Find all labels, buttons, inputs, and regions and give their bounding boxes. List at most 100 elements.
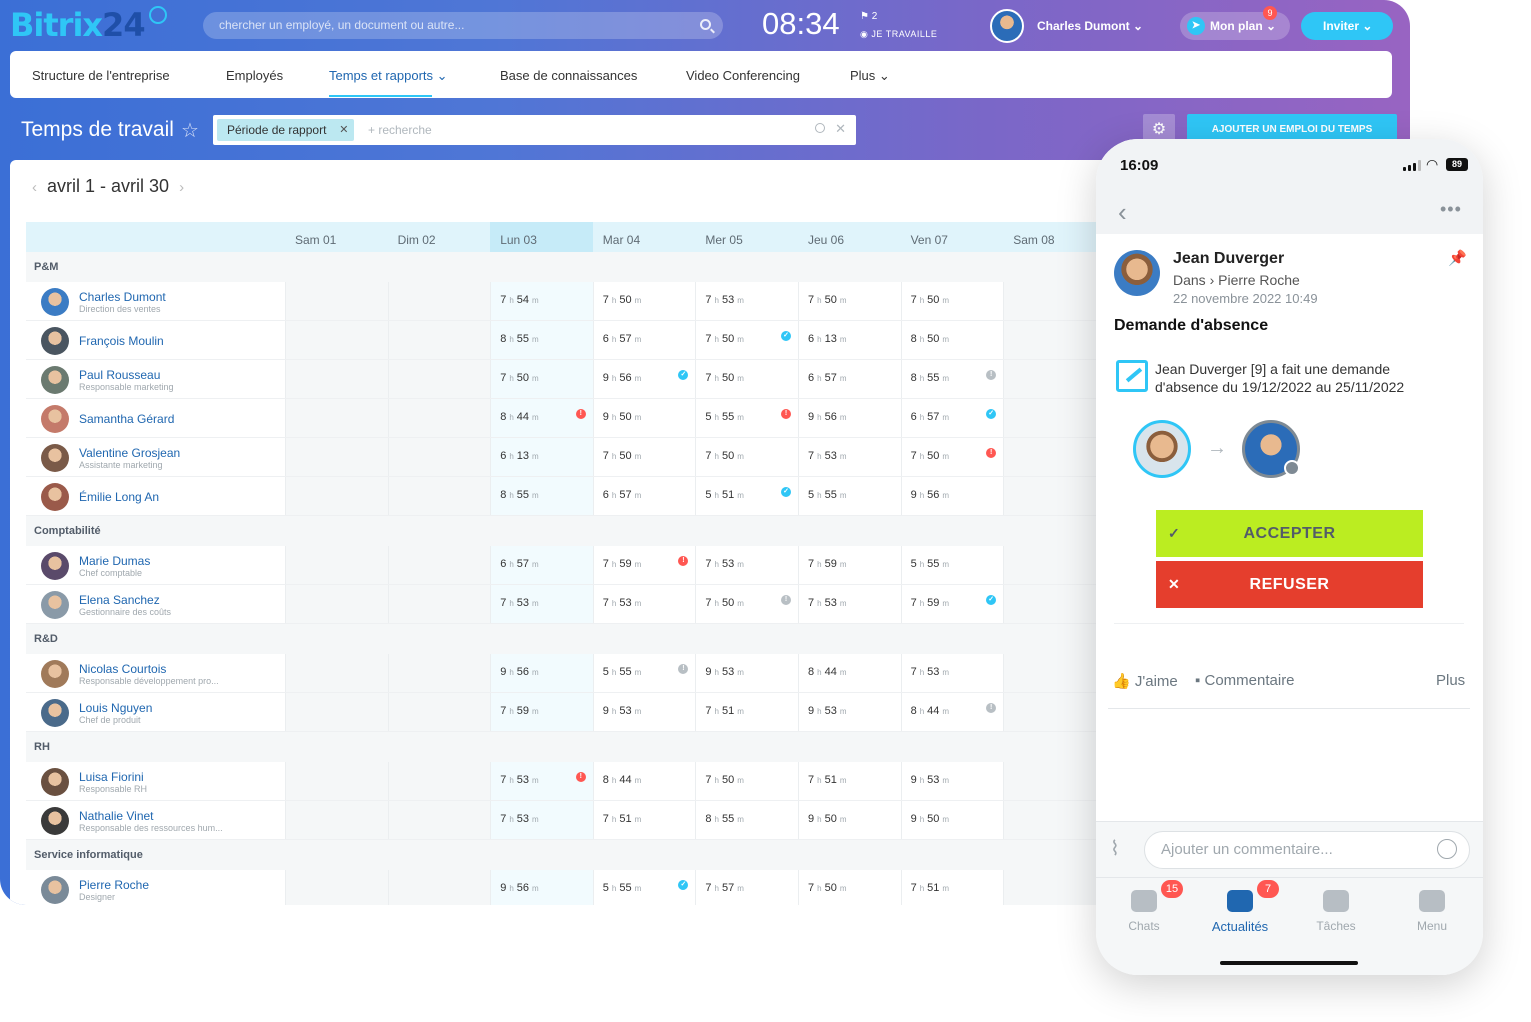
close-icon[interactable]: ✕ — [339, 124, 349, 136]
day-header[interactable]: Sam 08 — [1013, 233, 1055, 247]
person-name[interactable]: Nicolas Courtois — [79, 662, 167, 676]
time-cell[interactable]: 5 h 55 m — [705, 411, 747, 423]
chevron-left-icon[interactable]: ‹ — [32, 179, 37, 196]
info-icon[interactable]: ! — [986, 703, 997, 713]
dest-name[interactable]: Pierre Roche — [1218, 272, 1300, 288]
more-icon[interactable]: ••• — [1440, 199, 1462, 219]
person-name[interactable]: Paul Rousseau — [79, 368, 161, 382]
person-name[interactable]: Elena Sanchez — [79, 593, 160, 607]
avatar[interactable] — [41, 875, 69, 904]
time-cell[interactable]: 7 h 51 m — [705, 705, 747, 717]
approved-icon[interactable]: ✓ — [678, 370, 689, 380]
avatar[interactable] — [41, 326, 69, 355]
person-name[interactable]: Émilie Long An — [79, 490, 160, 504]
menu-item-video-conferencing[interactable]: Video Conferencing — [686, 68, 800, 83]
time-cell[interactable]: 7 h 51 m — [911, 882, 953, 894]
time-cell[interactable]: 8 h 55 m — [911, 372, 953, 384]
time-cell[interactable]: 8 h 55 m — [500, 489, 542, 501]
person-name[interactable]: Nathalie Vinet — [79, 809, 154, 823]
time-cell[interactable]: 7 h 50 m — [705, 372, 747, 384]
like-button[interactable]: 👍 J'aime — [1112, 672, 1178, 690]
person-name[interactable]: Marie Dumas — [79, 554, 151, 568]
day-header[interactable]: Mer 05 — [705, 233, 743, 247]
time-cell[interactable]: 5 h 55 m — [603, 882, 645, 894]
time-cell[interactable]: 9 h 50 m — [603, 411, 645, 423]
attach-icon[interactable]: ⌇ — [1110, 838, 1120, 860]
avatar[interactable] — [41, 551, 69, 580]
avatar[interactable] — [41, 698, 69, 727]
time-cell[interactable]: 8 h 44 m — [500, 411, 542, 423]
my-plan-button[interactable]: ➤ Mon plan ⌄ — [1180, 12, 1290, 40]
time-cell[interactable]: 7 h 50 m — [705, 450, 747, 462]
avatar[interactable] — [41, 806, 69, 835]
time-cell[interactable]: 7 h 53 m — [705, 558, 747, 570]
day-header[interactable]: Lun 03 — [500, 233, 537, 247]
time-cell[interactable]: 6 h 13 m — [808, 333, 850, 345]
emoji-icon[interactable] — [1437, 839, 1457, 859]
approved-icon[interactable]: ✓ — [781, 331, 791, 341]
avatar[interactable] — [41, 767, 69, 796]
warning-icon[interactable]: ! — [781, 409, 791, 419]
time-cell[interactable]: 7 h 50 m — [705, 774, 747, 786]
tab-tches[interactable]: Tâches — [1291, 890, 1381, 933]
logo[interactable]: Bitrix24 — [10, 6, 167, 44]
refuse-button[interactable]: ✕ REFUSER — [1156, 561, 1423, 608]
time-cell[interactable]: 8 h 55 m — [500, 333, 542, 345]
clear-icon[interactable]: ✕ — [835, 121, 846, 136]
approved-icon[interactable]: ✓ — [986, 409, 997, 419]
menu-item-more[interactable]: Plus ⌄ — [850, 68, 890, 84]
time-cell[interactable]: 9 h 56 m — [808, 411, 850, 423]
time-cell[interactable]: 7 h 59 m — [911, 597, 953, 609]
avatar[interactable] — [41, 287, 69, 316]
chevron-right-icon[interactable]: › — [179, 179, 185, 196]
tab-menu[interactable]: Menu — [1387, 890, 1477, 933]
person-name[interactable]: Charles Dumont — [79, 290, 166, 304]
warning-icon[interactable]: ! — [986, 448, 997, 458]
person-name[interactable]: Luisa Fiorini — [79, 770, 144, 784]
person-name[interactable]: Samantha Gérard — [79, 412, 175, 426]
time-cell[interactable]: 7 h 54 m — [500, 294, 542, 306]
time-cell[interactable]: 6 h 13 m — [500, 450, 542, 462]
time-cell[interactable]: 7 h 50 m — [911, 450, 953, 462]
time-cell[interactable]: 7 h 53 m — [500, 774, 542, 786]
info-icon[interactable]: ! — [986, 370, 997, 380]
search-icon[interactable] — [815, 123, 825, 133]
avatar[interactable] — [41, 365, 69, 394]
time-cell[interactable]: 7 h 53 m — [911, 666, 953, 678]
time-cell[interactable]: 6 h 57 m — [500, 558, 542, 570]
time-cell[interactable]: 7 h 50 m — [808, 882, 850, 894]
time-cell[interactable]: 7 h 53 m — [500, 597, 542, 609]
flag-counter[interactable]: ⚑ 2 — [860, 11, 877, 22]
current-time[interactable]: 08:34 — [762, 6, 840, 41]
time-cell[interactable]: 9 h 56 m — [500, 882, 542, 894]
time-cell[interactable]: 6 h 57 m — [603, 489, 645, 501]
menu-item-employees[interactable]: Employés — [226, 68, 283, 83]
time-cell[interactable]: 7 h 51 m — [603, 813, 645, 825]
time-cell[interactable]: 7 h 50 m — [603, 294, 645, 306]
approved-icon[interactable]: ✓ — [678, 880, 689, 890]
time-cell[interactable]: 7 h 53 m — [603, 597, 645, 609]
time-cell[interactable]: 9 h 56 m — [603, 372, 645, 384]
time-cell[interactable]: 8 h 44 m — [911, 705, 953, 717]
time-cell[interactable]: 9 h 53 m — [911, 774, 953, 786]
work-status[interactable]: ◉ JE TRAVAILLE — [860, 29, 937, 40]
time-cell[interactable]: 7 h 53 m — [808, 597, 850, 609]
requester-avatar[interactable] — [1133, 420, 1191, 478]
time-cell[interactable]: 8 h 44 m — [808, 666, 850, 678]
avatar[interactable] — [41, 482, 69, 511]
time-cell[interactable]: 7 h 51 m — [808, 774, 850, 786]
time-cell[interactable]: 9 h 53 m — [808, 705, 850, 717]
menu-item-structure[interactable]: Structure de l'entreprise — [32, 68, 170, 83]
time-cell[interactable]: 9 h 56 m — [500, 666, 542, 678]
time-cell[interactable]: 7 h 50 m — [603, 450, 645, 462]
time-cell[interactable]: 7 h 53 m — [808, 450, 850, 462]
filter-chip[interactable]: Période de rapport ✕ — [217, 119, 355, 141]
user-avatar[interactable] — [990, 9, 1024, 43]
person-name[interactable]: François Moulin — [79, 334, 164, 348]
approved-icon[interactable]: ✓ — [986, 595, 997, 605]
time-cell[interactable]: 5 h 55 m — [603, 666, 645, 678]
time-cell[interactable]: 7 h 59 m — [500, 705, 542, 717]
time-cell[interactable]: 7 h 50 m — [911, 294, 953, 306]
menu-item-knowledge-base[interactable]: Base de connaissances — [500, 68, 637, 83]
avatar[interactable] — [41, 443, 69, 472]
